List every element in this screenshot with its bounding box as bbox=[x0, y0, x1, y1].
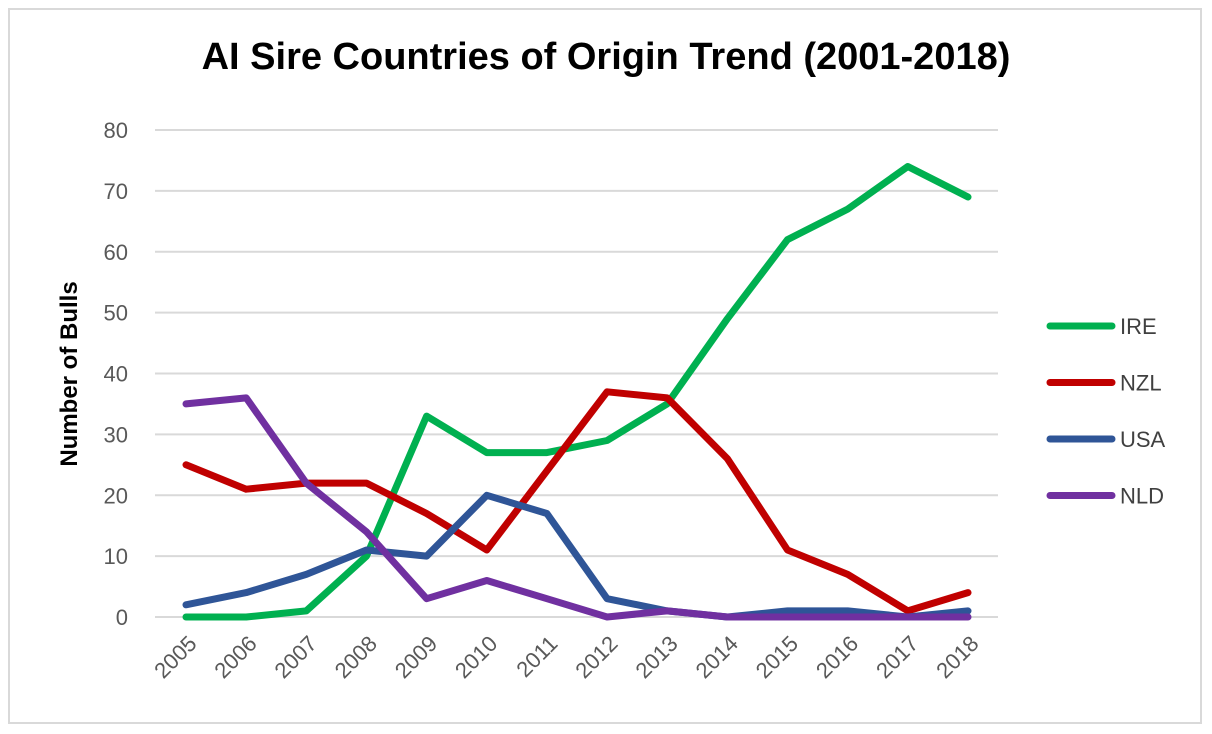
x-tick-label: 2016 bbox=[811, 631, 863, 683]
x-tick-label: 2012 bbox=[570, 631, 622, 683]
legend-label-ire: IRE bbox=[1120, 314, 1157, 339]
x-tick-label: 2005 bbox=[149, 631, 201, 683]
x-tick-label: 2008 bbox=[330, 631, 382, 683]
x-tick-label: 2017 bbox=[871, 631, 923, 683]
gridlines bbox=[155, 129, 998, 618]
series-line-usa bbox=[182, 491, 972, 621]
y-tick-label: 70 bbox=[104, 179, 128, 204]
y-tick-label: 40 bbox=[104, 362, 128, 387]
x-tick-label: 2006 bbox=[209, 631, 261, 683]
x-tick-label: 2018 bbox=[931, 631, 983, 683]
x-tick-label: 2010 bbox=[450, 631, 502, 683]
chart-title: AI Sire Countries of Origin Trend (2001-… bbox=[201, 36, 1011, 78]
y-tick-labels: 0 10 20 30 40 50 60 70 80 bbox=[104, 118, 128, 630]
x-tick-label: 2015 bbox=[751, 631, 803, 683]
legend-label-usa: USA bbox=[1120, 427, 1166, 452]
y-tick-label: 50 bbox=[104, 301, 128, 326]
series-line-nzl bbox=[182, 388, 972, 615]
chart-frame bbox=[8, 8, 1202, 724]
y-tick-label: 30 bbox=[104, 422, 128, 447]
y-tick-label: 20 bbox=[104, 483, 128, 508]
y-tick-label: 60 bbox=[104, 240, 128, 265]
series-line-ire bbox=[182, 163, 972, 621]
legend-label-nzl: NZL bbox=[1120, 371, 1162, 396]
legend-label-nld: NLD bbox=[1120, 484, 1164, 509]
legend: IRE NZL USA NLD bbox=[1046, 314, 1166, 509]
y-tick-label: 0 bbox=[116, 605, 128, 630]
x-tick-label: 2007 bbox=[270, 631, 322, 683]
series-lines bbox=[182, 163, 972, 621]
y-tick-label: 80 bbox=[104, 118, 128, 143]
series-line-nld bbox=[182, 394, 972, 621]
x-tick-label: 2009 bbox=[390, 631, 442, 683]
y-axis-label: Number of Bulls bbox=[56, 281, 83, 466]
x-tick-labels: 2005 2006 2007 2008 2009 2010 2011 2012 2013 2014… bbox=[149, 631, 983, 683]
x-tick-label: 2014 bbox=[691, 631, 743, 683]
x-tick-label: 2013 bbox=[630, 631, 682, 683]
x-tick-label: 2011 bbox=[511, 631, 562, 682]
y-tick-label: 10 bbox=[104, 544, 128, 569]
